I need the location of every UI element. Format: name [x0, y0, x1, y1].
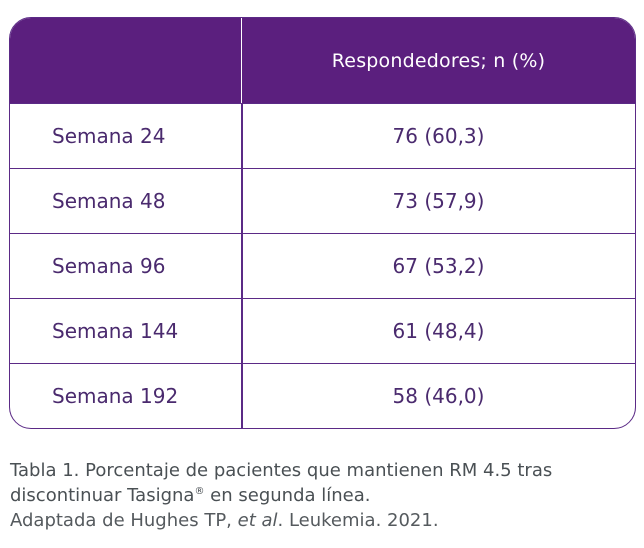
caption-source-suffix: . Leukemia. 2021.: [277, 510, 439, 531]
responders-value: 67 (53,2): [392, 254, 485, 278]
table-row: Semana 192 58 (46,0): [10, 363, 635, 428]
responders-value: 76 (60,3): [392, 124, 485, 148]
caption-title-part2: en segunda línea.: [204, 485, 371, 506]
week-label: Semana 24: [52, 124, 166, 148]
table-row: Semana 48 73 (57,9): [10, 168, 635, 233]
table-row: Semana 144 61 (48,4): [10, 298, 635, 363]
caption-source: Adaptada de Hughes TP, et al. Leukemia. …: [10, 508, 636, 533]
week-label: Semana 144: [52, 319, 179, 343]
responders-value: 73 (57,9): [392, 189, 485, 213]
week-label: Semana 48: [52, 189, 166, 213]
week-label: Semana 192: [52, 384, 179, 408]
table-caption: Tabla 1. Porcentaje de pacientes que man…: [10, 458, 636, 533]
responders-value: 58 (46,0): [392, 384, 485, 408]
header-empty-cell: [10, 18, 242, 103]
table-row: Semana 24 76 (60,3): [10, 103, 635, 168]
header-responders-cell: Respondedores; n (%): [331, 49, 546, 72]
table-row: Semana 96 67 (53,2): [10, 233, 635, 298]
data-table: Respondedores; n (%) Semana 24 76 (60,3)…: [9, 17, 636, 429]
caption-source-italic: et al: [237, 510, 278, 531]
week-label: Semana 96: [52, 254, 166, 278]
table-header: Respondedores; n (%): [10, 18, 635, 103]
responders-value: 61 (48,4): [392, 319, 485, 343]
caption-title-part1: Tabla 1. Porcentaje de pacientes que man…: [10, 460, 553, 506]
registered-mark: ®: [194, 486, 205, 497]
caption-source-prefix: Adaptada de Hughes TP,: [10, 510, 238, 531]
caption-title: Tabla 1. Porcentaje de pacientes que man…: [10, 458, 636, 508]
column-divider: [241, 103, 243, 428]
